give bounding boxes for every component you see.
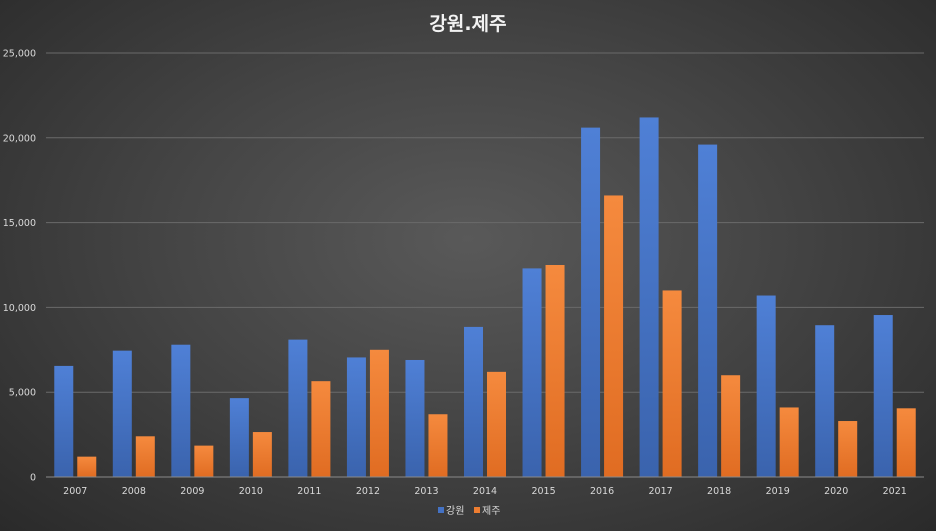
bar-series1-2019 xyxy=(756,295,776,477)
bar-series2-2012 xyxy=(369,349,389,477)
y-tick-label: 15,000 xyxy=(3,218,36,229)
bar-series2-2011 xyxy=(311,381,331,477)
bar-series1-2018 xyxy=(698,144,718,478)
bar-series2-2020 xyxy=(838,421,858,477)
x-tick-label: 2008 xyxy=(122,486,146,497)
bar-series2-2017 xyxy=(662,290,682,477)
bar-series1-2013 xyxy=(405,359,425,477)
x-tick-label: 2014 xyxy=(473,486,497,497)
chart-title: 강원.제주 xyxy=(429,13,506,35)
bar-series1-2015 xyxy=(522,268,542,477)
bar-series2-2021 xyxy=(896,408,916,477)
bar-series1-2008 xyxy=(112,350,132,477)
bar-series1-2009 xyxy=(171,344,191,477)
x-tick-label: 2010 xyxy=(239,486,263,497)
y-tick-label: 10,000 xyxy=(3,303,36,314)
legend-label: 강원 xyxy=(446,505,464,517)
bar-series2-2009 xyxy=(194,445,214,477)
bar-series2-2016 xyxy=(604,195,624,478)
x-tick-label: 2016 xyxy=(590,486,614,497)
x-tick-label: 2017 xyxy=(649,486,673,497)
bar-series1-2020 xyxy=(815,325,835,477)
bar-series2-2014 xyxy=(487,371,506,477)
legend-swatch xyxy=(438,507,444,513)
bar-series1-2017 xyxy=(639,117,659,477)
legend-swatch xyxy=(474,507,480,513)
y-tick-label: 0 xyxy=(30,473,36,484)
y-tick-label: 25,000 xyxy=(3,49,36,60)
legend-label: 제주 xyxy=(482,505,500,517)
bar-series2-2010 xyxy=(252,432,272,477)
bar-series2-2013 xyxy=(428,414,448,477)
x-tick-label: 2011 xyxy=(297,486,321,497)
y-axis-ticks: 0 5,000 10,000 15,000 20,000 25,000 xyxy=(3,49,36,484)
x-axis-ticks: 2007 2008 2009 2010 2011 2012 2013 2014 2015 2016… xyxy=(63,486,907,497)
y-tick-label: 20,000 xyxy=(3,133,36,144)
bar-series1-2007 xyxy=(54,365,74,477)
bar-series1-2011 xyxy=(288,339,308,477)
x-tick-label: 2007 xyxy=(63,486,87,497)
bars xyxy=(54,117,916,478)
bar-series2-2018 xyxy=(721,375,741,477)
y-tick-label: 5,000 xyxy=(9,388,36,399)
gridlines xyxy=(46,52,924,393)
x-tick-label: 2018 xyxy=(707,486,731,497)
bar-series2-2015 xyxy=(545,265,565,477)
x-tick-label: 2019 xyxy=(766,486,790,497)
bar-series1-2012 xyxy=(346,357,366,477)
x-tick-label: 2013 xyxy=(414,486,438,497)
bar-series1-2010 xyxy=(229,398,249,477)
x-tick-label: 2015 xyxy=(531,486,555,497)
bar-series1-2016 xyxy=(581,127,601,478)
bar-series2-2008 xyxy=(135,436,155,477)
bar-series1-2021 xyxy=(873,315,893,477)
x-tick-label: 2021 xyxy=(883,486,907,497)
x-tick-label: 2009 xyxy=(180,486,204,497)
bar-series2-2007 xyxy=(77,456,97,477)
x-tick-label: 2012 xyxy=(356,486,380,497)
bar-series1-2014 xyxy=(464,326,483,477)
legend: 강원 제주 xyxy=(438,505,500,517)
bar-series2-2019 xyxy=(779,407,799,477)
x-tick-label: 2020 xyxy=(824,486,848,497)
